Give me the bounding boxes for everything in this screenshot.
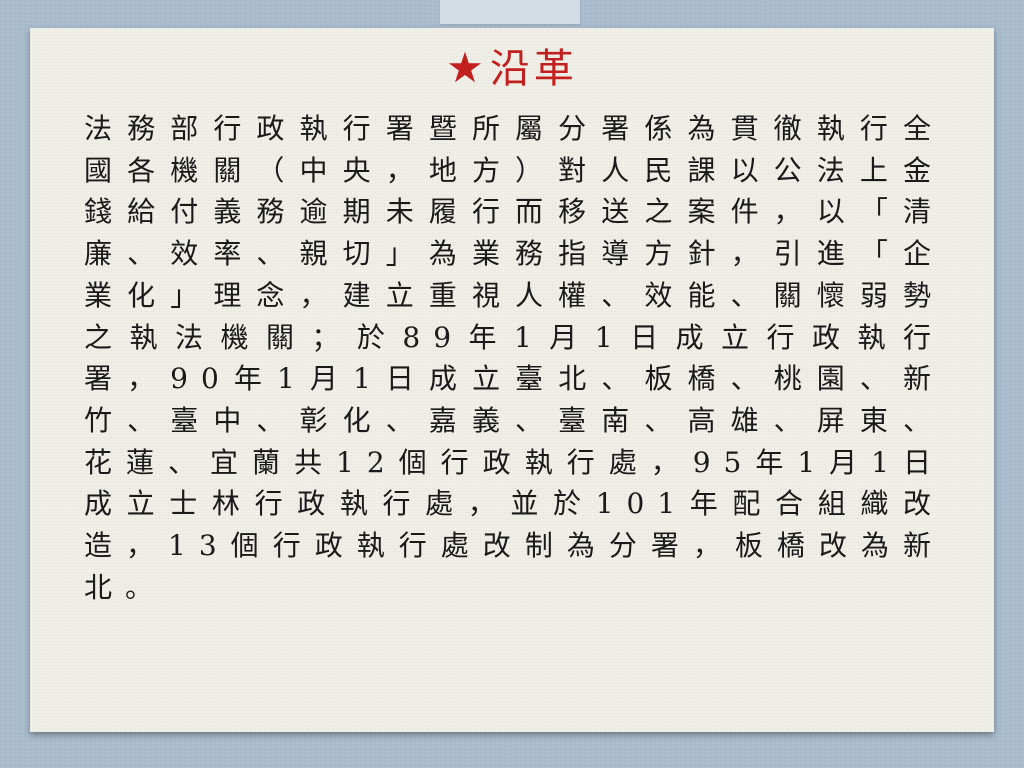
body-paragraph: 法務部行政執行署暨所屬分署係為貫徹執行全國各機關（中央，地方）對人民課以公法上金… xyxy=(84,112,944,604)
paper-card xyxy=(30,28,994,732)
tape-decoration xyxy=(440,0,580,24)
page-title: ★ 沿革 xyxy=(0,40,1024,97)
star-icon: ★ xyxy=(446,43,484,92)
title-text: 沿革 xyxy=(489,46,578,92)
